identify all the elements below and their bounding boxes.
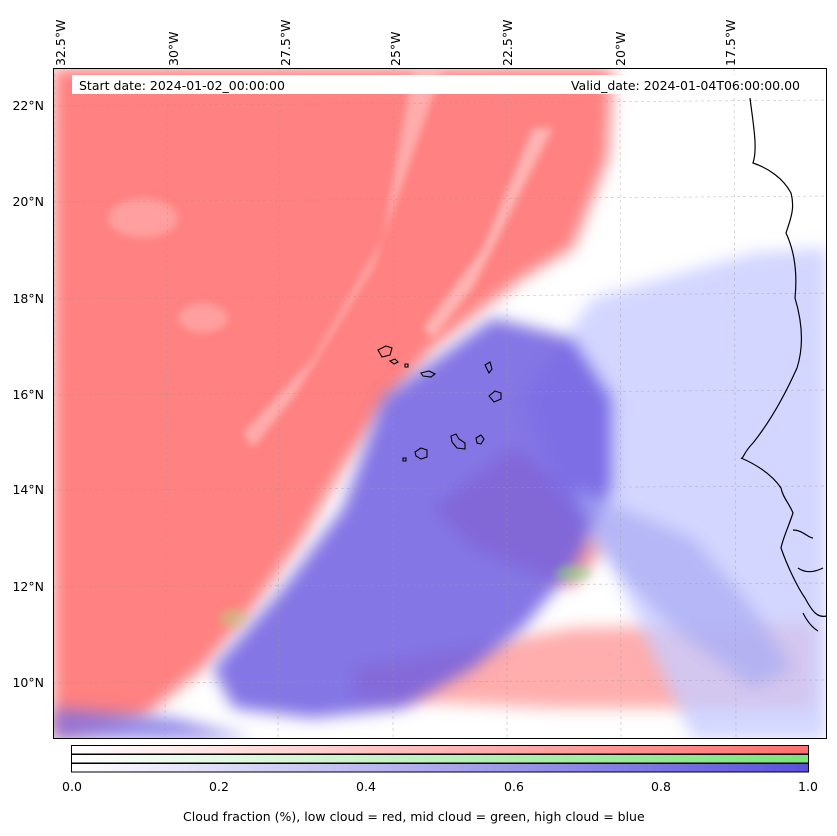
lat-tick-label: 16°N xyxy=(12,387,44,402)
date-strip xyxy=(72,75,805,94)
lon-tick-label: 32.5°W xyxy=(53,19,68,66)
start-date: Start date: 2024-01-02_00:00:00 xyxy=(79,78,285,93)
cape-verde-islands xyxy=(377,345,502,462)
lon-tick-label: 27.5°W xyxy=(278,19,293,66)
valid-date: Valid_date: 2024-01-04T06:00:00.00 xyxy=(570,78,800,93)
lat-tick-label: 22°N xyxy=(12,98,44,113)
colorbar-caption: Cloud fraction (%), low cloud = red, mid… xyxy=(183,809,645,824)
mid-cloud-field xyxy=(219,565,591,627)
colorbar-tick: 0.4 xyxy=(356,779,376,794)
colorbar-mid-row xyxy=(71,754,809,764)
coastline-africa xyxy=(740,97,827,632)
lon-tick-label: 25°W xyxy=(388,31,403,66)
colorbar-tick: 1.0 xyxy=(798,779,818,794)
colorbar xyxy=(71,745,809,773)
lat-tick-label: 18°N xyxy=(12,291,44,306)
lon-tick-label: 22.5°W xyxy=(500,19,515,66)
lat-tick-label: 10°N xyxy=(12,675,44,690)
lon-tick-label: 20°W xyxy=(613,31,628,66)
colorbar-tick: 0.0 xyxy=(62,779,82,794)
lat-tick-label: 14°N xyxy=(12,482,44,497)
lon-tick-label: 30°W xyxy=(166,31,181,66)
lat-tick-label: 12°N xyxy=(12,579,44,594)
lat-tick-label: 20°N xyxy=(12,194,44,209)
colorbar-tick: 0.6 xyxy=(504,779,524,794)
high-cloud-field xyxy=(53,248,827,739)
lon-tick-label: 17.5°W xyxy=(723,19,738,66)
cloud-map xyxy=(53,68,827,739)
colorbar-low-row xyxy=(71,745,809,755)
colorbar-tick: 0.8 xyxy=(651,779,671,794)
colorbar-high-row xyxy=(71,763,809,773)
colorbar-tick: 0.2 xyxy=(209,779,229,794)
